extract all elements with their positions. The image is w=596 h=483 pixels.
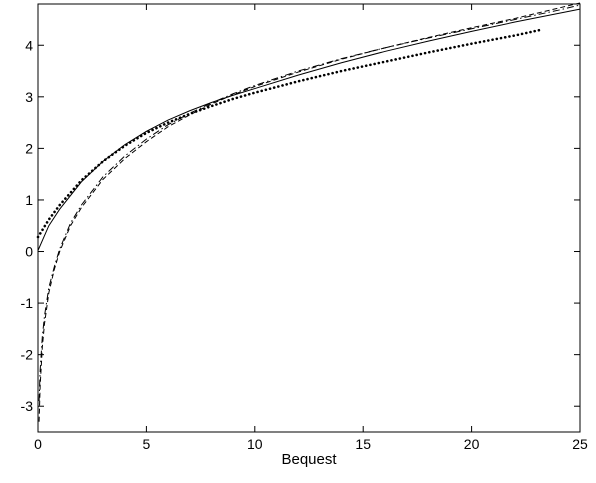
x-tick-label: 0 — [34, 436, 42, 452]
x-axis-ticks: 0 5 10 15 20 25 — [34, 4, 588, 452]
y-axis-ticks: -3 -2 -1 0 1 2 3 4 — [21, 37, 580, 414]
series-line-dashdot — [38, 4, 581, 402]
x-tick-label: 20 — [464, 436, 480, 452]
series-line-dotted — [36, 28, 543, 239]
x-tick-label: 15 — [355, 436, 371, 452]
y-tick-label: 1 — [25, 192, 33, 208]
series-layer — [36, 2, 581, 422]
x-tick-label: 5 — [143, 436, 151, 452]
y-tick-label: 2 — [25, 140, 33, 156]
y-tick-label: -2 — [21, 347, 34, 363]
y-tick-label: 3 — [25, 89, 33, 105]
series-line-solid — [37, 8, 581, 251]
y-tick-label: -3 — [21, 398, 34, 414]
x-tick-label: 10 — [247, 436, 263, 452]
y-tick-label: 0 — [25, 244, 33, 260]
plot-area — [37, 3, 581, 433]
y-tick-label: -1 — [21, 295, 34, 311]
x-axis-title: Bequest — [281, 451, 337, 468]
x-tick-label: 25 — [572, 436, 588, 452]
y-tick-label: 4 — [25, 37, 33, 53]
